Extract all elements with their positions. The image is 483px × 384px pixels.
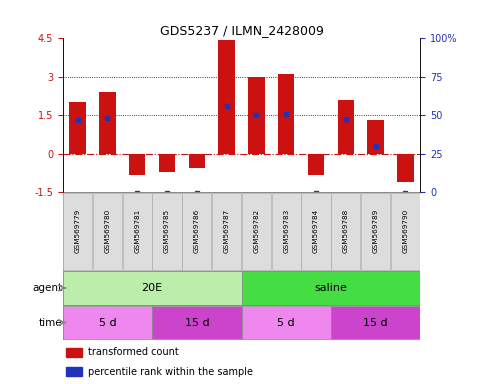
Text: GSM569781: GSM569781 [134,209,140,253]
FancyBboxPatch shape [242,306,331,339]
Text: 20E: 20E [142,283,163,293]
FancyBboxPatch shape [331,306,420,339]
FancyBboxPatch shape [182,193,212,270]
Bar [66,367,83,376]
Text: 5 d: 5 d [99,318,116,328]
FancyBboxPatch shape [152,306,242,339]
Bar [99,92,115,154]
FancyBboxPatch shape [301,193,330,270]
Text: percentile rank within the sample: percentile rank within the sample [88,367,253,377]
Text: GSM569782: GSM569782 [254,209,259,253]
FancyBboxPatch shape [93,193,122,270]
Bar [308,154,324,175]
Bar [70,103,86,154]
Bar [129,154,145,175]
Text: agent: agent [32,283,62,293]
Text: GSM569789: GSM569789 [372,209,379,253]
Bar [368,120,384,154]
FancyBboxPatch shape [63,305,420,340]
Bar [66,348,83,357]
FancyBboxPatch shape [271,193,301,270]
FancyBboxPatch shape [242,193,271,270]
Bar [189,154,205,168]
Text: GSM569790: GSM569790 [402,209,408,253]
FancyBboxPatch shape [63,306,152,339]
Bar [248,77,265,154]
Text: 15 d: 15 d [185,318,209,328]
FancyBboxPatch shape [212,193,241,270]
FancyBboxPatch shape [242,271,420,305]
Title: GDS5237 / ILMN_2428009: GDS5237 / ILMN_2428009 [159,24,324,37]
FancyBboxPatch shape [63,193,92,270]
FancyBboxPatch shape [391,193,420,270]
Bar [397,154,413,182]
FancyBboxPatch shape [63,192,420,271]
Bar [218,40,235,154]
Text: GSM569779: GSM569779 [75,209,81,253]
Text: GSM569788: GSM569788 [343,209,349,253]
Text: saline: saline [314,283,347,293]
Text: GSM569783: GSM569783 [283,209,289,253]
Text: 5 d: 5 d [277,318,295,328]
Text: GSM569784: GSM569784 [313,209,319,253]
Text: time: time [39,318,62,328]
Bar [159,154,175,172]
Text: GSM569780: GSM569780 [104,209,111,253]
FancyBboxPatch shape [153,193,182,270]
Text: GSM569787: GSM569787 [224,209,229,253]
FancyBboxPatch shape [123,193,152,270]
FancyBboxPatch shape [63,271,242,305]
Text: 15 d: 15 d [363,318,388,328]
FancyBboxPatch shape [63,271,420,305]
FancyBboxPatch shape [331,193,360,270]
Text: transformed count: transformed count [88,347,179,357]
Bar [338,100,354,154]
Text: GSM569786: GSM569786 [194,209,200,253]
FancyBboxPatch shape [361,193,390,270]
Text: GSM569785: GSM569785 [164,209,170,253]
Bar [278,74,294,154]
